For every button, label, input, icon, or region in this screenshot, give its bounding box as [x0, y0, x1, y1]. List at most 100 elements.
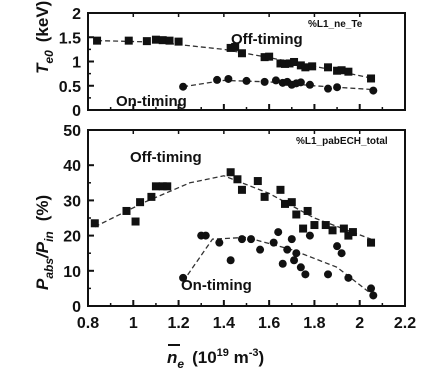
- bot-point-on-timing: [305, 231, 314, 240]
- bot-point-on-timing: [269, 238, 278, 247]
- top-off-timing-label: Off-timing: [231, 31, 303, 48]
- x-axis-label: ne (1019 m-3): [167, 347, 264, 371]
- bot-point-on-timing: [179, 273, 188, 282]
- x-tick-label: 1: [129, 315, 138, 332]
- bot-point-off-timing: [303, 206, 312, 215]
- top-y-axis-label: Te0(keV): [33, 1, 56, 74]
- bot-point-off-timing: [90, 219, 99, 228]
- top-point-off-timing: [276, 59, 285, 68]
- top-y-tick-label: 2: [72, 6, 81, 23]
- bot-point-off-timing: [344, 231, 353, 240]
- top-point-on-timing: [324, 84, 333, 93]
- bot-point-on-timing: [201, 231, 210, 240]
- bot-point-off-timing: [131, 217, 140, 226]
- bot-point-on-timing: [226, 256, 235, 265]
- x-tick-label: 2: [355, 315, 364, 332]
- bot-point-on-timing: [292, 249, 301, 258]
- bot-point-on-timing: [278, 259, 287, 268]
- top-point-off-timing: [165, 36, 174, 45]
- top-point-on-timing: [271, 76, 280, 85]
- bot-point-on-timing: [301, 270, 310, 279]
- bot-y-tick-label: 10: [63, 264, 81, 281]
- bot-point-on-timing: [337, 249, 346, 258]
- bot-point-on-timing: [274, 228, 283, 237]
- bot-point-on-timing: [367, 284, 376, 293]
- bot-y-tick-label: 40: [63, 158, 81, 175]
- top-point-off-timing: [142, 37, 151, 46]
- bot-point-off-timing: [122, 206, 131, 215]
- top-x-ticks: [87, 13, 406, 110]
- bot-point-off-timing: [367, 238, 376, 247]
- top-y-tick-label: 1.5: [59, 30, 81, 47]
- top-point-on-timing: [224, 74, 233, 83]
- top-point-off-timing: [296, 61, 305, 70]
- top-data-points: [93, 35, 378, 95]
- x-tick-label: 1.4: [213, 315, 235, 332]
- top-y-ticks: 0 0.5 1 1.5 2: [59, 6, 94, 120]
- bot-point-off-timing: [287, 198, 296, 207]
- x-tick-label: 1.2: [167, 315, 189, 332]
- bot-point-off-timing: [136, 198, 145, 207]
- bot-y-tick-label: 20: [63, 229, 81, 246]
- bot-point-off-timing: [158, 182, 167, 191]
- bot-point-on-timing: [296, 263, 305, 272]
- x-tick-label: 2.2: [394, 315, 416, 332]
- top-point-off-timing: [367, 74, 376, 83]
- top-point-off-timing: [324, 63, 333, 72]
- top-point-off-timing: [93, 36, 102, 45]
- bottom-y-ticks: 0 10 20 30 40 50: [63, 123, 94, 316]
- bot-fit-on-timing: [182, 236, 374, 296]
- top-point-on-timing: [213, 75, 222, 84]
- bot-point-off-timing: [260, 192, 269, 201]
- bot-point-on-timing: [333, 242, 342, 251]
- bot-fit-off-timing: [94, 175, 372, 240]
- bot-point-off-timing: [292, 210, 301, 219]
- top-on-timing-label: On-timing: [116, 93, 187, 110]
- bottom-x-ticks: 0.8 1 1.2 1.4 1.6 1.8 2 2.2: [77, 130, 416, 332]
- bottom-on-timing-label: On-timing: [181, 277, 252, 294]
- bot-point-off-timing: [147, 192, 156, 201]
- top-y-tick-label: 0: [72, 103, 81, 120]
- top-point-off-timing: [337, 66, 346, 75]
- bot-point-off-timing: [321, 221, 330, 230]
- x-tick-label: 1.8: [303, 315, 325, 332]
- top-point-off-timing: [301, 63, 310, 72]
- bot-point-off-timing: [310, 221, 319, 230]
- top-point-on-timing: [296, 78, 305, 87]
- top-point-on-timing: [369, 86, 378, 95]
- bot-point-off-timing: [163, 182, 172, 191]
- bot-point-off-timing: [276, 185, 285, 194]
- bot-point-on-timing: [369, 291, 378, 300]
- top-point-on-timing: [260, 77, 269, 86]
- bot-point-on-timing: [256, 245, 265, 254]
- bot-point-on-timing: [344, 273, 353, 282]
- bot-point-on-timing: [237, 235, 246, 244]
- bottom-off-timing-label: Off-timing: [130, 149, 202, 166]
- bot-point-off-timing: [280, 199, 289, 208]
- top-point-on-timing: [333, 83, 342, 92]
- bot-point-on-timing: [324, 270, 333, 279]
- top-point-on-timing: [242, 76, 251, 85]
- bot-point-off-timing: [328, 226, 337, 235]
- top-panel-tag: %L1_ne_Te: [308, 19, 363, 30]
- bot-point-on-timing: [215, 238, 224, 247]
- top-point-on-timing: [305, 80, 314, 89]
- top-point-off-timing: [344, 67, 353, 76]
- bottom-fit-curves: [94, 175, 374, 296]
- bottom-panel-tag: %L1_pabECH_total: [296, 136, 388, 147]
- bottom-y-axis-label: Pabs/Pin(%): [33, 195, 56, 290]
- bot-y-tick-label: 50: [63, 123, 81, 140]
- bot-y-tick-label: 0: [72, 299, 81, 316]
- bot-point-off-timing: [226, 168, 235, 177]
- top-y-tick-label: 0.5: [59, 79, 81, 96]
- top-point-off-timing: [174, 37, 183, 46]
- top-point-on-timing: [179, 82, 188, 91]
- bot-point-off-timing: [237, 185, 246, 194]
- top-point-off-timing: [151, 35, 160, 44]
- bot-point-off-timing: [348, 228, 357, 237]
- bottom-data-points: [90, 168, 378, 300]
- x-tick-label: 0.8: [77, 315, 99, 332]
- bot-y-tick-label: 30: [63, 193, 81, 210]
- top-fit-on-timing: [183, 79, 374, 91]
